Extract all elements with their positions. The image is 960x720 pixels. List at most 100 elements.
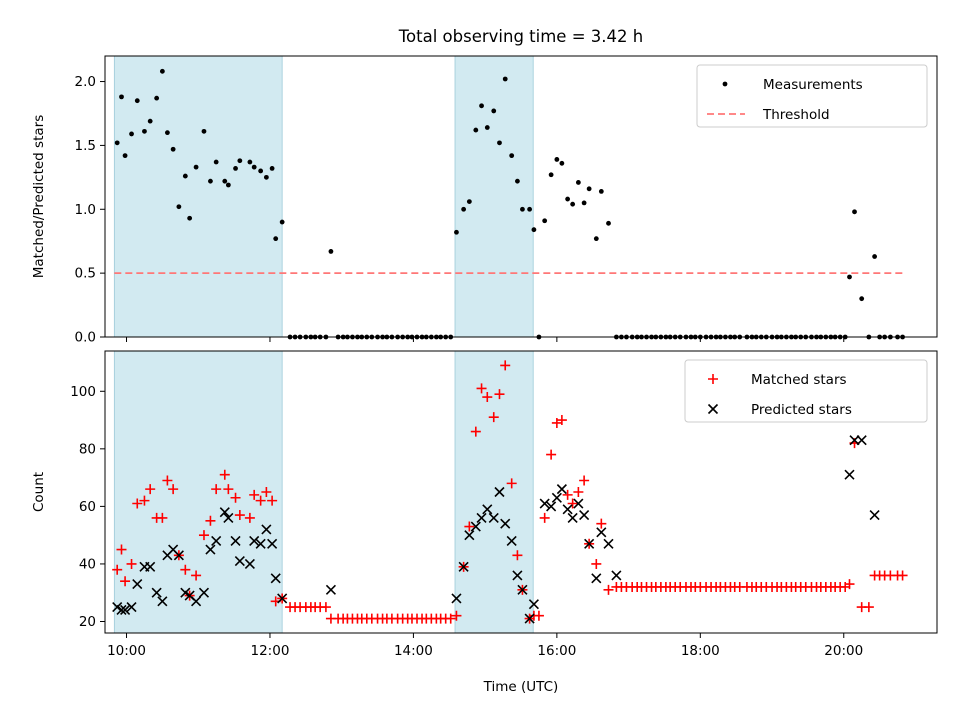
- predicted-star-point: [112, 602, 123, 613]
- matched-star-point: [205, 515, 216, 526]
- matched-star-point: [551, 417, 562, 428]
- predicted-star-point: [844, 469, 855, 480]
- top-y-tick-label: 1.5: [75, 138, 96, 154]
- predicted-star-point: [458, 561, 469, 572]
- bottom-y-tick-label: 60: [79, 499, 96, 515]
- matched-star-point: [562, 489, 573, 500]
- bottom-observing-span: [454, 350, 534, 634]
- measurement-point: [142, 128, 147, 134]
- measurement-point: [565, 196, 571, 202]
- matched-star-point: [255, 495, 266, 506]
- predicted-star-point: [198, 587, 210, 598]
- bottom-y-tick-label: 80: [79, 441, 96, 457]
- measurement-point: [201, 128, 207, 134]
- predicted-star-point: [277, 593, 288, 604]
- predicted-star-point: [230, 535, 241, 546]
- x-tick-label: 18:00: [681, 643, 720, 659]
- predicted-star-point: [567, 512, 578, 523]
- matched-star-point: [482, 392, 493, 403]
- predicted-star-point: [451, 593, 462, 604]
- matched-star-point: [223, 484, 234, 495]
- matched-star-point: [470, 426, 481, 437]
- matched-star-point: [126, 558, 137, 569]
- measurement-point: [176, 204, 182, 210]
- measurement-point: [165, 130, 170, 136]
- predicted-star-point: [145, 561, 156, 572]
- measurement-point: [187, 215, 193, 221]
- measurement-point: [237, 158, 243, 164]
- x-tick-label: 14:00: [394, 643, 433, 659]
- predicted-star-point: [562, 504, 573, 515]
- x-axis-label: Time (UTC): [483, 679, 559, 695]
- matched-star-point: [320, 602, 331, 613]
- measurement-point: [134, 98, 140, 104]
- predicted-star-point: [869, 509, 880, 521]
- bottom-legend-box: [684, 359, 928, 423]
- predicted-star-point: [500, 518, 511, 529]
- predicted-star-point: [579, 509, 590, 521]
- matched-star-point: [488, 412, 499, 423]
- matched-star-point: [579, 475, 590, 486]
- bottom-ylabel: Count: [31, 472, 47, 512]
- measurement-point: [193, 164, 199, 170]
- measurement-point: [222, 178, 228, 184]
- predicted-star-point: [219, 507, 230, 518]
- predicted-star-point: [126, 602, 137, 613]
- predicted-star-point: [482, 504, 493, 515]
- matched-star-point: [120, 576, 131, 587]
- measurement-point: [466, 199, 472, 205]
- predicted-star-point: [506, 535, 517, 546]
- top-y-tick-label: 0.0: [75, 330, 96, 346]
- predicted-star-point: [611, 570, 622, 581]
- top-panel: 0.00.51.01.52.0 Matched/Predicted stars …: [31, 55, 938, 346]
- predicted-star-point: [261, 524, 272, 535]
- predicted-star-point: [517, 584, 528, 595]
- measurement-point: [586, 186, 592, 192]
- matched-star-point: [116, 544, 127, 555]
- top-ylabel: Matched/Predicted stars: [31, 115, 47, 278]
- predicted-star-point: [116, 604, 127, 616]
- x-tick-label: 12:00: [251, 643, 290, 659]
- matched-star-point: [533, 610, 544, 621]
- measurement-point: [575, 180, 581, 185]
- predicted-star-point: [849, 435, 860, 446]
- matched-star-point: [261, 487, 272, 497]
- measurement-point: [570, 201, 576, 207]
- matched-star-point: [573, 487, 584, 497]
- matched-star-point: [556, 415, 567, 426]
- matched-star-point: [603, 584, 614, 595]
- measurement-point: [251, 164, 257, 170]
- measurement-point: [479, 103, 484, 109]
- matched-star-point: [230, 492, 241, 503]
- measurement-point: [247, 159, 253, 165]
- measurement-point: [847, 274, 852, 280]
- predicted-star-point: [539, 498, 550, 509]
- matched-star-point: [476, 383, 487, 394]
- predicted-star-point: [234, 555, 245, 567]
- bottom-legend: Matched stars Predicted stars: [684, 359, 928, 423]
- top-observing-span: [113, 55, 283, 338]
- matched-star-point: [157, 512, 168, 523]
- measurement-point: [548, 172, 554, 178]
- predicted-star-point: [132, 579, 143, 590]
- top-y-tick-label: 1.0: [75, 202, 96, 218]
- top-legend-box: [696, 64, 928, 128]
- matched-star-point: [112, 564, 123, 575]
- predicted-star-point: [223, 512, 234, 523]
- predicted-star-point: [151, 587, 162, 598]
- matched-star-point: [451, 610, 462, 621]
- matched-star-point: [897, 570, 908, 581]
- top-observing-span: [454, 55, 534, 338]
- measurement-point: [170, 146, 176, 152]
- matched-star-point: [211, 484, 222, 495]
- measurement-point: [509, 153, 515, 159]
- matched-star-point: [191, 570, 202, 581]
- measurement-point: [593, 236, 599, 242]
- predicted-star-point: [551, 492, 562, 503]
- legend-predicted-swatch: [707, 403, 719, 415]
- predicted-star-point: [267, 538, 278, 549]
- measurement-point: [159, 68, 165, 74]
- measurement-point: [554, 157, 560, 162]
- predicted-star-point: [470, 521, 481, 532]
